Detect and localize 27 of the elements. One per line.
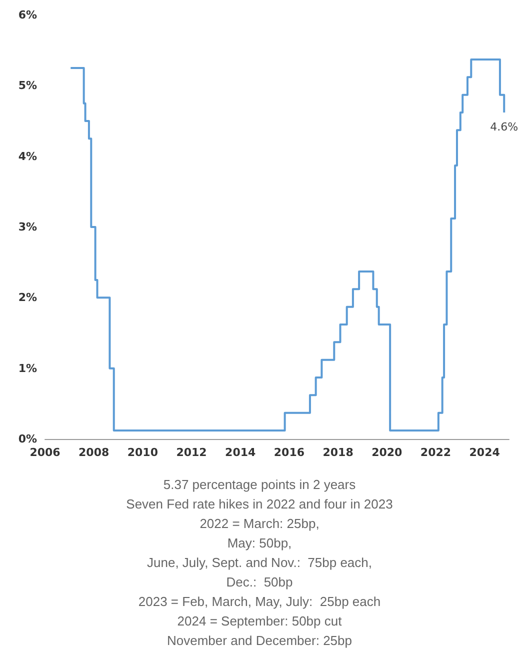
x-tick-label: 2016 (274, 446, 305, 459)
text: 5.37 percentage points in 2 years (163, 477, 356, 492)
text: 2023 = Feb, March, May, July: 25bp each (138, 594, 381, 609)
x-tick-label: 2006 (30, 446, 61, 459)
y-tick-label: 6% (18, 8, 37, 22)
text: 2024 = September: 50bp cut (177, 614, 342, 628)
x-tick-label: 2018 (322, 446, 354, 459)
text: May: 50bp, (227, 536, 292, 550)
x-tick-label: 2012 (176, 446, 207, 459)
y-tick-label: 3% (18, 220, 37, 234)
y-tick-label: 0% (18, 432, 37, 446)
y-tick-label: 5% (18, 79, 37, 92)
x-tick-label: 2020 (372, 446, 403, 459)
x-tick-label: 2010 (127, 446, 158, 459)
text: 2022 = March: 25bp, (200, 516, 320, 531)
y-tick-label: 2% (18, 291, 37, 304)
text: November and December: 25bp (167, 633, 352, 648)
x-tick-label: 2014 (225, 446, 256, 459)
text: June, July, Sept. and Nov.: 75bp each, (147, 555, 372, 570)
annotation: 4.6% (490, 120, 518, 134)
text: Dec.: 50bp (226, 574, 293, 590)
x-tick-label: 2008 (78, 446, 110, 459)
y-tick-label: 1% (18, 362, 37, 375)
text: Seven Fed rate hikes in 2022 and four in 2023 (126, 496, 393, 512)
x-tick-label: 2022 (420, 446, 452, 459)
x-tick-label: 2024 (469, 446, 500, 459)
y-tick-label: 4% (18, 150, 37, 163)
